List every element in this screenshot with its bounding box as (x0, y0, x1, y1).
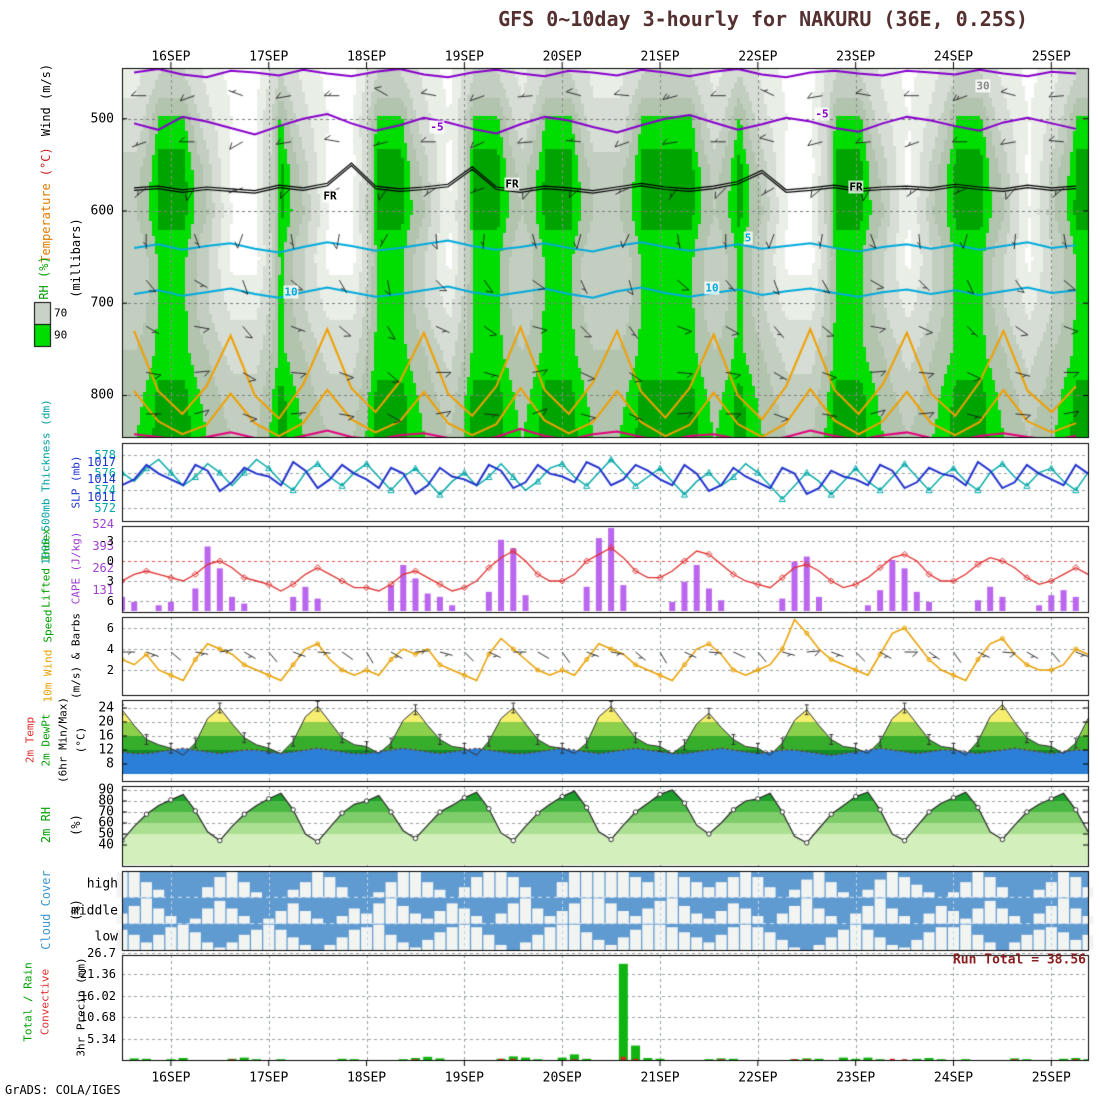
ylabel-cloud-units: (%) (69, 899, 83, 921)
ylabel-convective: Convective (38, 968, 52, 1036)
ylabel-cloud-cover: Cloud Cover (39, 870, 53, 950)
ylabel-wind10m-units: (m/s) & Barbs (69, 612, 83, 700)
ylabel-2m-rh-units: (%) (69, 814, 83, 836)
ylabel-wind: Wind (m/s) (39, 63, 53, 137)
ylabel-wind10m-speed: Speed (41, 609, 55, 643)
run-total: Run Total = 38.56 (952, 952, 1086, 968)
ylabel-lifted-index: Lifted Index (39, 528, 53, 608)
ylabel-3hr-precip: 3hr Precip (mm) (74, 957, 88, 1057)
ylabel-temperature: Temperature (39, 183, 53, 263)
ylabel-degc: (°C) (74, 726, 88, 754)
ylabel-wind10m: 10m Wind (41, 649, 55, 703)
ylabel-slp: SLP (mb) (69, 455, 83, 509)
ylabel-minmax: (6hr Min/Max) (56, 696, 70, 784)
ylabel-wind10m-group: 10m Wind Speed (42, 609, 55, 702)
ylabel-cape: CAPE (J/kg) (69, 531, 83, 605)
ylabel-millibars: (millibars) (69, 218, 83, 298)
grads-credit: GrADS: COLA/IGES (5, 1083, 121, 1097)
ylabel-temperature-group: Temperature (°C) (39, 147, 53, 262)
ylabel-2m-rh: 2m RH (39, 806, 53, 844)
ylabel-2m-dewpt: 2m DewPt (39, 713, 53, 767)
ylabel-rh: RH (%) (37, 256, 51, 300)
chart-title: GFS 0~10day 3-hourly for NAKURU (36E, 0.… (498, 7, 1028, 31)
ylabel-temperature-unit: (°C) (39, 147, 53, 177)
ylabel-total-rain: Total / Rain (21, 962, 35, 1042)
ylabel-2m-temp: 2m Temp (23, 716, 37, 764)
